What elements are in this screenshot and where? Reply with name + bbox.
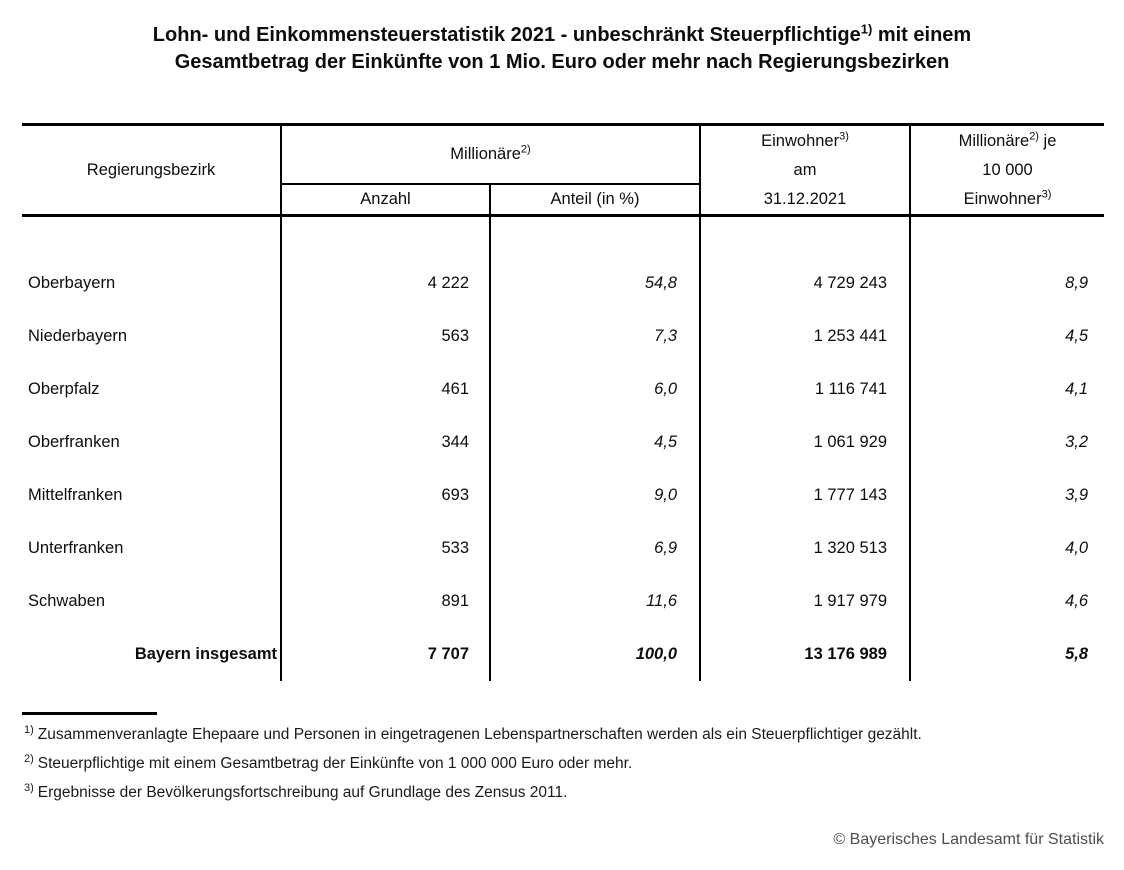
cell-anteil-total: 100,0 [489, 628, 699, 681]
header-millionaire-subrow: Anzahl Anteil (in %) [282, 185, 699, 214]
title-text: mit einem [872, 24, 972, 46]
cell-region: Mittelfranken [28, 486, 123, 504]
cell-je10000: 4,0 [909, 522, 1104, 575]
cell-region: Oberpfalz [28, 380, 100, 398]
table-row: Niederbayern 563 7,3 1 253 441 4,5 [22, 310, 1104, 363]
cell-einwohner: 1 320 513 [699, 522, 909, 575]
cell-anteil: 7,3 [489, 310, 699, 363]
cell-anzahl: 533 [280, 522, 489, 575]
cell-anteil: 6,0 [489, 363, 699, 416]
cell-einwohner: 1 253 441 [699, 310, 909, 363]
cell-je10000: 3,9 [909, 469, 1104, 522]
table-row: Schwaben 891 11,6 1 917 979 4,6 [22, 575, 1104, 628]
footnote-2: 2) Steuerpflichtige mit einem Gesamtbetra… [24, 749, 922, 778]
cell-region: Unterfranken [28, 539, 124, 557]
cell-je10000: 4,5 [909, 310, 1104, 363]
cell-region: Oberbayern [28, 274, 116, 292]
table-total-row: Bayern insgesamt 7 707 100,0 13 176 989 … [22, 628, 1104, 681]
header-einwohner-line2: am [793, 160, 817, 179]
footnote-marker: 2) [1029, 130, 1039, 142]
cell-einwohner: 1 116 741 [699, 363, 909, 416]
table-row: Oberpfalz 461 6,0 1 116 741 4,1 [22, 363, 1104, 416]
header-einwohner-line1: Einwohner3) [761, 127, 849, 156]
table-body: Oberbayern 4 222 54,8 4 729 243 8,9 Nied… [22, 217, 1104, 681]
statistics-table: Regierungsbezirk Millionäre2) Anzahl Ant… [22, 123, 1104, 681]
footnote-marker: 3) [1041, 188, 1052, 200]
cell-anzahl: 461 [280, 363, 489, 416]
cell-anteil: 4,5 [489, 416, 699, 469]
cell-einwohner: 4 729 243 [699, 257, 909, 310]
table-row: Oberbayern 4 222 54,8 4 729 243 8,9 [22, 257, 1104, 310]
header-millionaire-label: Millionäre2) [282, 126, 699, 185]
cell-je10000: 8,9 [909, 257, 1104, 310]
cell-region: Schwaben [28, 592, 106, 610]
cell-anteil: 6,9 [489, 522, 699, 575]
cell-region-total: Bayern insgesamt [134, 645, 277, 663]
header-millionaire-group: Millionäre2) Anzahl Anteil (in %) [280, 126, 699, 214]
footnote-text: Steuerpflichtige mit einem Gesamtbetrag … [37, 755, 633, 772]
header-anzahl: Anzahl [360, 190, 411, 208]
cell-anzahl: 4 222 [280, 257, 489, 310]
cell-einwohner-total: 13 176 989 [699, 628, 909, 681]
cell-anzahl-total: 7 707 [280, 628, 489, 681]
cell-region: Oberfranken [28, 433, 120, 451]
cell-je10000: 4,1 [909, 363, 1104, 416]
table-header: Regierungsbezirk Millionäre2) Anzahl Ant… [22, 123, 1104, 217]
footnote-marker: 1) [24, 723, 34, 736]
cell-anteil: 54,8 [489, 257, 699, 310]
page-title-line2: Gesamtbetrag der Einkünfte von 1 Mio. Eu… [174, 51, 950, 73]
header-text: Einwohner [761, 131, 840, 150]
header-einwohner-line3: 31.12.2021 [763, 189, 847, 208]
title-text: Lohn- und Einkommensteuerstatistik 2021 … [152, 24, 861, 46]
cell-einwohner: 1 917 979 [699, 575, 909, 628]
footnote-text: Zusammenveranlagte Ehepaare und Personen… [37, 726, 922, 743]
cell-je10000: 4,6 [909, 575, 1104, 628]
header-density-line2: 10 000 [982, 160, 1033, 179]
page-title: Lohn- und Einkommensteuerstatistik 2021 … [0, 22, 1124, 76]
footnote-marker: 2) [24, 752, 34, 765]
header-text: Millionäre [450, 145, 521, 163]
spacer-row [22, 217, 1104, 257]
title-footnote-marker: 1) [860, 21, 873, 37]
header-text: Einwohner [963, 189, 1042, 208]
cell-je10000-total: 5,8 [909, 628, 1104, 681]
footnote-marker: 2) [520, 143, 531, 156]
header-text: Millionäre [958, 131, 1030, 150]
cell-anzahl: 344 [280, 416, 489, 469]
table-row: Mittelfranken 693 9,0 1 777 143 3,9 [22, 469, 1104, 522]
cell-region: Niederbayern [28, 327, 128, 345]
cell-anteil: 9,0 [489, 469, 699, 522]
footnotes: 1) Zusammenveranlagte Ehepaare und Person… [24, 720, 922, 807]
cell-anzahl: 693 [280, 469, 489, 522]
header-text: je [1038, 131, 1057, 150]
cell-einwohner: 1 061 929 [699, 416, 909, 469]
header-density: Millionäre2) je 10 000 Einwohner3) [909, 126, 1104, 214]
cell-anteil: 11,6 [489, 575, 699, 628]
header-density-line1: Millionäre2) je [959, 127, 1057, 156]
cell-einwohner: 1 777 143 [699, 469, 909, 522]
cell-anzahl: 891 [280, 575, 489, 628]
table-row: Oberfranken 344 4,5 1 061 929 3,2 [22, 416, 1104, 469]
table-row: Unterfranken 533 6,9 1 320 513 4,0 [22, 522, 1104, 575]
header-einwohner: Einwohner3) am 31.12.2021 [699, 126, 909, 214]
header-anteil: Anteil (in %) [489, 185, 699, 214]
header-region: Regierungsbezirk [86, 160, 216, 179]
footnote-marker: 3) [839, 130, 849, 142]
footnote-3: 3) Ergebnisse der Bevölkerungsfortschreib… [24, 778, 922, 807]
copyright-notice: © Bayerisches Landesamt für Statistik [833, 831, 1104, 848]
footnote-divider [22, 712, 157, 715]
footnote-text: Ergebnisse der Bevölkerungsfortschreibun… [37, 784, 568, 801]
page-title-line1: Lohn- und Einkommensteuerstatistik 2021 … [0, 22, 1124, 49]
cell-anzahl: 563 [280, 310, 489, 363]
header-density-line3: Einwohner3) [964, 185, 1052, 214]
cell-je10000: 3,2 [909, 416, 1104, 469]
footnote-marker: 3) [24, 781, 34, 794]
footnote-1: 1) Zusammenveranlagte Ehepaare und Person… [24, 720, 922, 749]
